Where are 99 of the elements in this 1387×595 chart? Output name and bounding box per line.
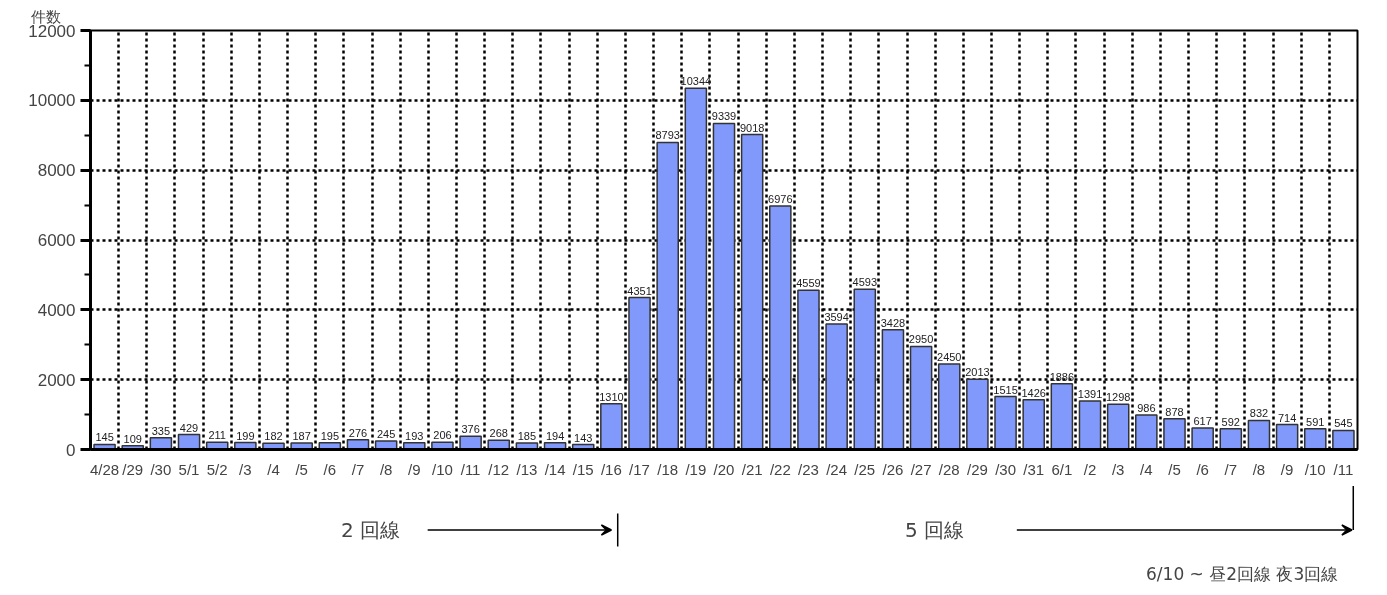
x-tick-label: /5 [1168,460,1181,478]
x-tick-label: /20 [713,460,735,478]
data-label: 109 [123,432,142,445]
data-label: 199 [236,429,255,442]
x-tick-label: /24 [826,460,848,478]
data-label: 211 [208,429,226,442]
data-label: 986 [1137,402,1156,415]
x-tick-label: /3 [239,460,252,478]
x-tick-label: /23 [798,460,819,478]
x-tick-label: /2 [1083,460,1097,478]
data-label: 592 [1221,415,1240,428]
x-tick-label: 5/1 [178,460,200,478]
text: 2 回線 [341,518,401,542]
x-tick-label: 4/28 [89,460,120,478]
data-label: 617 [1193,414,1212,427]
x-tick-label: /7 [1224,460,1238,478]
data-label: 376 [461,423,480,436]
data-label: 206 [433,429,452,442]
data-label: 9339 [711,110,737,123]
x-tick-label: /9 [408,460,421,478]
x-tick-label: /19 [685,460,707,478]
x-tick-label: /18 [657,460,679,478]
x-tick-label: /11 [460,460,481,478]
data-label: 185 [517,430,537,443]
text: 5 回線 [904,518,965,542]
data-label: 182 [264,430,283,443]
data-label: 245 [376,427,396,440]
data-label: 1426 [1021,386,1046,399]
data-label: 2013 [965,366,990,379]
y-tick-label: 4000 [37,300,76,320]
x-tick-label: /27 [910,460,932,478]
text: 6/10 ~ 昼2回線 夜3回線 [1146,564,1339,584]
data-label: 4351 [627,284,652,297]
x-tick-label: /11 [1333,460,1354,478]
x-tick-label: /29 [966,460,988,478]
x-tick-label: /30 [150,460,172,478]
y-tick-label: 6000 [37,231,76,250]
x-tick-label: /10 [1304,460,1326,478]
y-tick-label: 0 [66,440,76,460]
x-tick-label: /30 [995,460,1016,478]
data-label: 195 [320,429,340,442]
x-tick-label: /17 [629,460,650,478]
data-label: 1515 [993,383,1018,396]
data-label: 1310 [599,390,624,403]
x-tick-label: /5 [295,460,308,478]
data-label: 194 [545,429,565,442]
data-label: 429 [179,421,199,434]
x-tick-label: /14 [544,460,566,478]
x-tick-label: /6 [323,460,337,478]
y-axis-title: 件数 [30,7,61,26]
x-tick-label: /6 [1196,460,1209,478]
x-tick-label: 5/2 [206,460,228,478]
x-tick-label: /8 [379,460,393,478]
x-tick-label: /21 [741,460,763,478]
data-label: 6976 [768,192,793,205]
data-label: 335 [151,424,171,437]
x-tick-label: /25 [854,460,876,478]
data-label: 9018 [739,121,765,134]
data-label: 4559 [796,277,821,290]
x-tick-label: /9 [1280,460,1294,478]
data-label: 8793 [655,129,680,142]
data-label: 268 [489,427,508,440]
data-label: 145 [95,431,114,444]
x-tick-label: /10 [432,460,453,478]
x-tick-label: /13 [516,460,538,478]
x-tick-label: /4 [267,460,280,478]
data-label: 714 [1277,411,1297,424]
data-label: 878 [1165,405,1184,418]
data-label: 3428 [880,316,906,329]
data-label: 276 [348,426,368,439]
x-tick-label: 6/1 [1051,460,1073,478]
data-label: 832 [1249,407,1269,420]
data-label: 1391 [1077,387,1103,400]
x-tick-label: /8 [1252,460,1266,478]
data-label: 10344 [680,75,712,88]
x-tick-label: /31 [1023,460,1045,478]
x-tick-label: /3 [1111,460,1125,478]
data-label: 545 [1334,417,1353,430]
x-tick-label: /12 [488,460,510,478]
x-tick-label: /22 [769,460,791,478]
data-label: 2950 [908,333,934,346]
data-label: 1298 [1105,391,1131,404]
data-label: 4593 [852,276,878,289]
x-tick-label: /4 [1140,460,1153,478]
x-tick-label: /16 [600,460,622,478]
x-tick-label: /26 [882,460,904,478]
data-label: 187 [292,429,311,442]
x-tick-label: /28 [938,460,960,478]
x-tick-label: /7 [351,460,365,478]
y-tick-label: 8000 [37,161,76,181]
y-tick-label: 10000 [28,91,76,111]
x-tick-label: /29 [122,460,144,478]
data-label: 193 [405,429,424,442]
data-label: 3594 [824,311,849,324]
x-tick-label: /15 [572,460,594,478]
data-label: 2450 [937,350,962,363]
data-label: 591 [1306,415,1325,428]
data-label: 143 [574,431,593,444]
y-tick-label: 2000 [37,370,76,390]
